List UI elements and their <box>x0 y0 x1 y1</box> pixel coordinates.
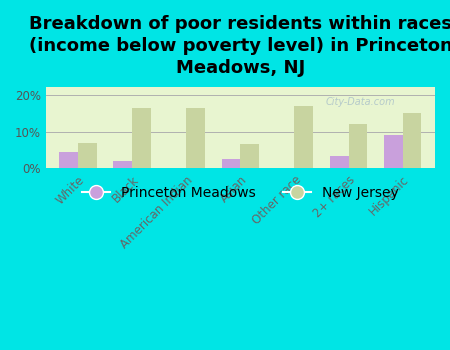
Bar <box>329 155 348 168</box>
Bar <box>384 135 403 168</box>
Title: Breakdown of poor residents within races
(income below poverty level) in Princet: Breakdown of poor residents within races… <box>28 15 450 77</box>
Bar <box>221 159 240 168</box>
Bar <box>132 107 151 168</box>
Bar <box>78 142 97 168</box>
Bar <box>294 106 313 168</box>
Bar <box>240 145 259 168</box>
Bar <box>348 124 368 168</box>
Bar <box>186 107 205 168</box>
Bar <box>403 113 422 168</box>
Legend: Princeton Meadows, New Jersey: Princeton Meadows, New Jersey <box>76 180 405 205</box>
Text: City-Data.com: City-Data.com <box>326 97 396 107</box>
Bar <box>113 161 132 168</box>
Bar <box>59 152 78 168</box>
